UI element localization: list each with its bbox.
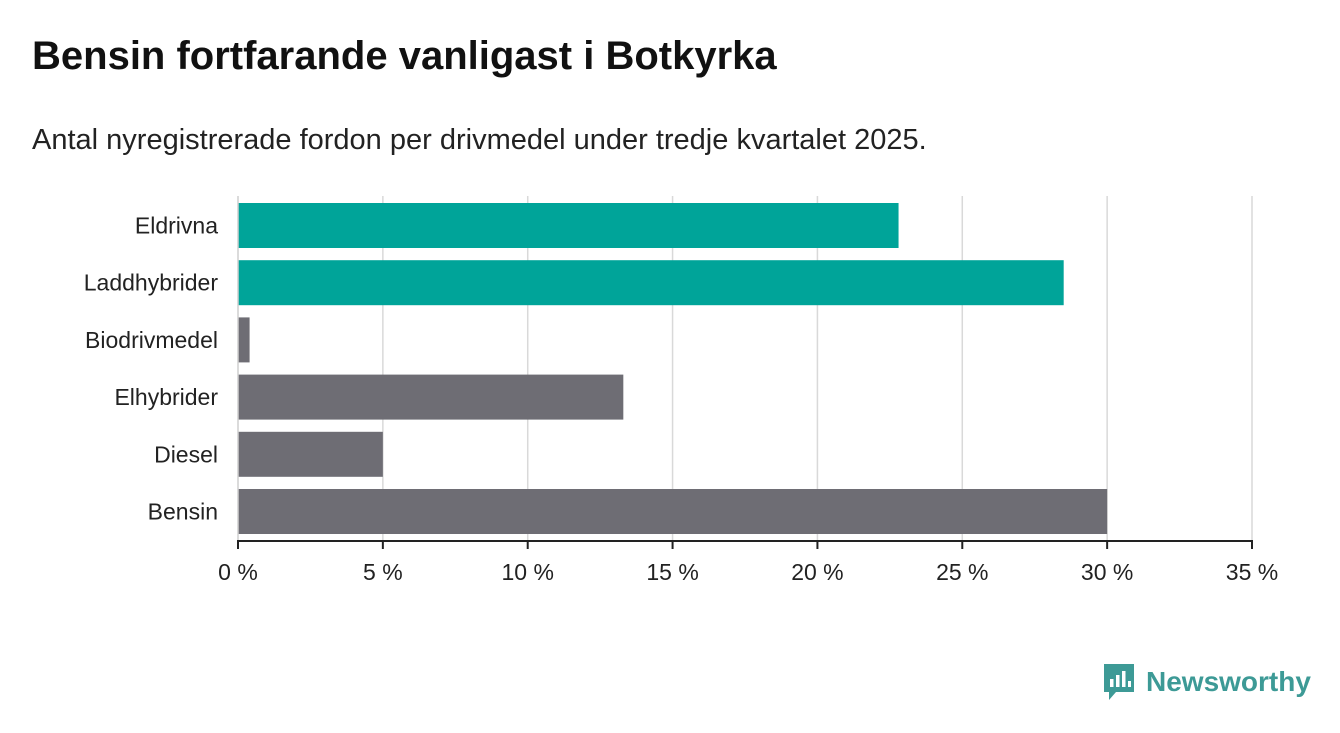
x-tick-label-6: 30 % (1081, 559, 1133, 585)
newsworthy-logo-icon (1104, 664, 1134, 700)
category-label-bensin: Bensin (148, 499, 218, 525)
chart-subtitle: Antal nyregistrerade fordon per drivmede… (32, 124, 927, 156)
x-tick-label-7: 35 % (1226, 559, 1278, 585)
bar-bensin (238, 489, 1108, 534)
x-tick-label-0: 0 % (218, 559, 258, 585)
chart-title: Bensin fortfarande vanligast i Botkyrka (32, 34, 777, 78)
bar-diesel (238, 431, 383, 477)
category-label-biodrivmedel: Biodrivmedel (85, 327, 218, 353)
x-tick-label-1: 5 % (363, 559, 403, 585)
bar-laddhybrider (238, 260, 1064, 306)
x-tick-label-4: 20 % (791, 559, 843, 585)
brand-name: Newsworthy (1146, 666, 1311, 697)
bar-biodrivmedel (238, 317, 250, 363)
category-label-elhybrider: Elhybrider (114, 384, 218, 410)
bar-elhybrider (238, 374, 624, 420)
x-tick-label-5: 25 % (936, 559, 988, 585)
category-label-diesel: Diesel (154, 441, 218, 467)
brand-logo: Newsworthy (1102, 662, 1311, 702)
bar-eldrivna (238, 203, 899, 248)
category-label-laddhybrider: Laddhybrider (84, 270, 219, 296)
x-tick-label-3: 15 % (646, 559, 698, 585)
category-label-eldrivna: Eldrivna (135, 213, 218, 239)
x-tick-label-2: 10 % (501, 559, 553, 585)
